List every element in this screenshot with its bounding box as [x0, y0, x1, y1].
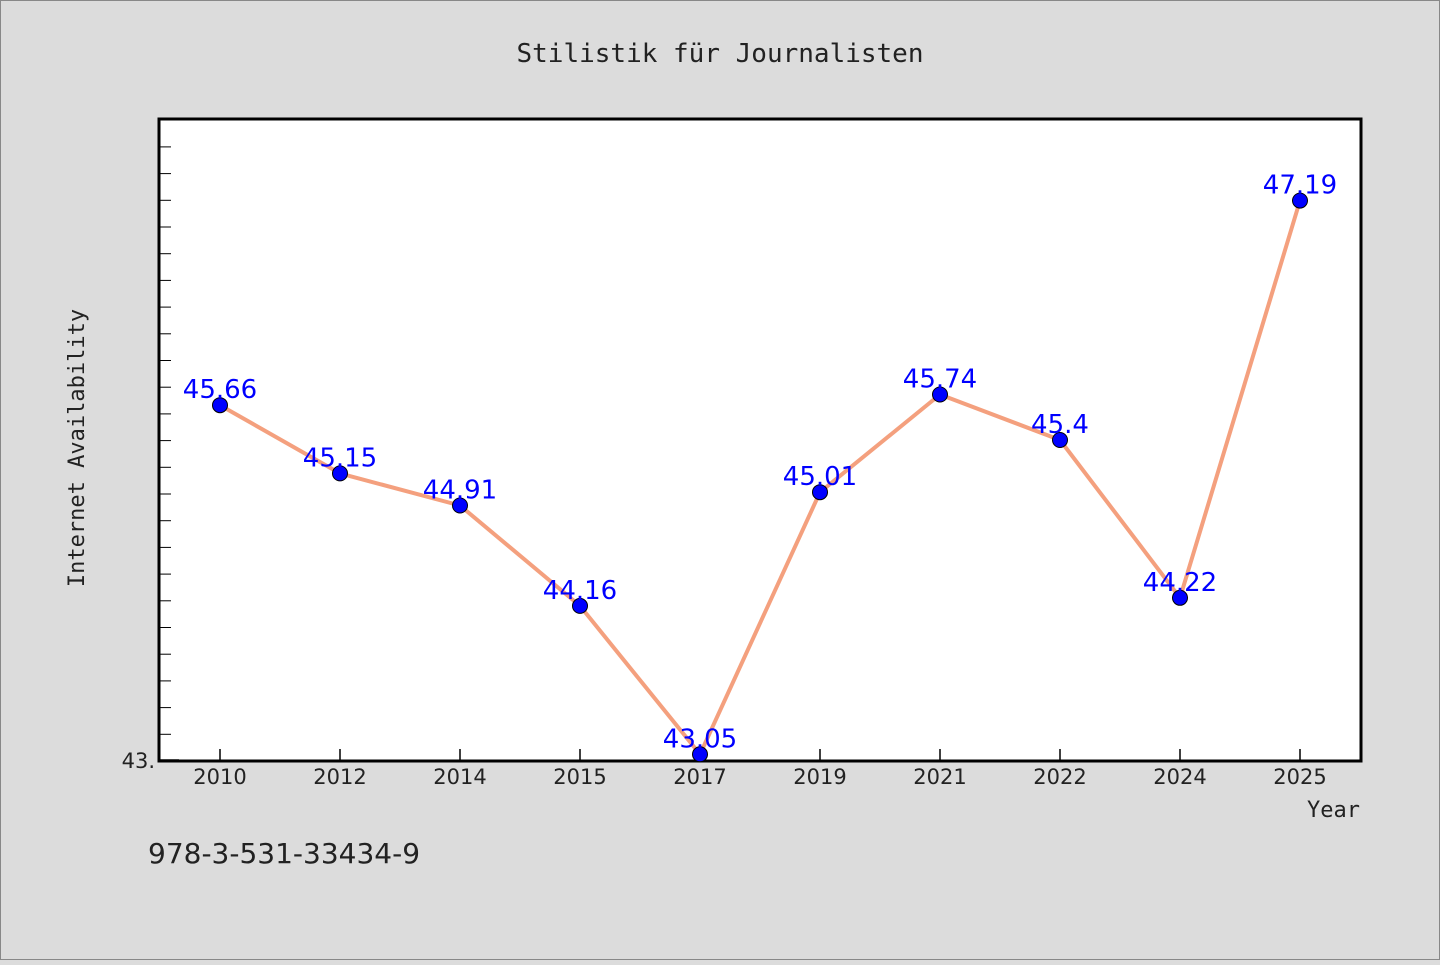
data-point: [692, 746, 708, 763]
chart-title: Stilistik für Journalisten: [517, 39, 924, 69]
footer-isbn: 978-3-531-33434-9: [148, 837, 420, 870]
x-tick-label: 2017: [673, 765, 726, 789]
x-axis-title: Year: [1307, 798, 1360, 823]
data-point: [1172, 589, 1188, 606]
series-line: [219, 200, 1302, 757]
data-label: 45.66: [183, 375, 257, 405]
y-axis-minor-ticks: [159, 146, 179, 761]
data-label: 45.74: [903, 365, 977, 395]
data-label-layer: 45.66 45.15 44.91 44.16 43.05 45.01 45.74 45.4 4…: [183, 171, 1337, 755]
series-marker-layer: [212, 192, 1308, 763]
data-label: 47.19: [1263, 171, 1337, 201]
data-label: 44.22: [1143, 568, 1217, 598]
y-axis-title: Internet Availability: [65, 309, 90, 587]
x-tick-label: 2015: [553, 765, 606, 789]
x-tick-label: 2021: [913, 765, 966, 789]
data-point: [452, 497, 468, 514]
x-tick-label: 2019: [793, 765, 846, 789]
data-label: 45.15: [303, 443, 377, 473]
data-label: 43.05: [663, 724, 737, 754]
data-point: [1292, 192, 1308, 209]
data-label: 45.01: [783, 462, 857, 492]
data-point: [812, 484, 828, 501]
data-label: 45.4: [1031, 410, 1089, 440]
y-tick-label: 43.: [122, 749, 155, 773]
data-label: 44.16: [543, 576, 617, 606]
x-tick-label: 2022: [1033, 765, 1086, 789]
plot-area: [157, 117, 1363, 763]
x-tick-label: 2012: [313, 765, 366, 789]
data-point: [1052, 432, 1068, 448]
data-point: [212, 397, 228, 414]
data-point: [332, 465, 348, 482]
data-point: [932, 386, 948, 403]
x-tick-label: 2014: [433, 765, 486, 789]
data-point: [572, 597, 588, 614]
x-tick-label: 2010: [193, 765, 246, 789]
series-line-layer: [219, 200, 1302, 757]
data-label: 44.91: [423, 476, 497, 506]
x-tick-label: 2025: [1273, 765, 1326, 789]
x-axis-ticks: 2010 2012 2014 2015 2017 2019 2021 2022 2024 2025: [193, 749, 1327, 789]
x-tick-label: 2024: [1153, 765, 1206, 789]
